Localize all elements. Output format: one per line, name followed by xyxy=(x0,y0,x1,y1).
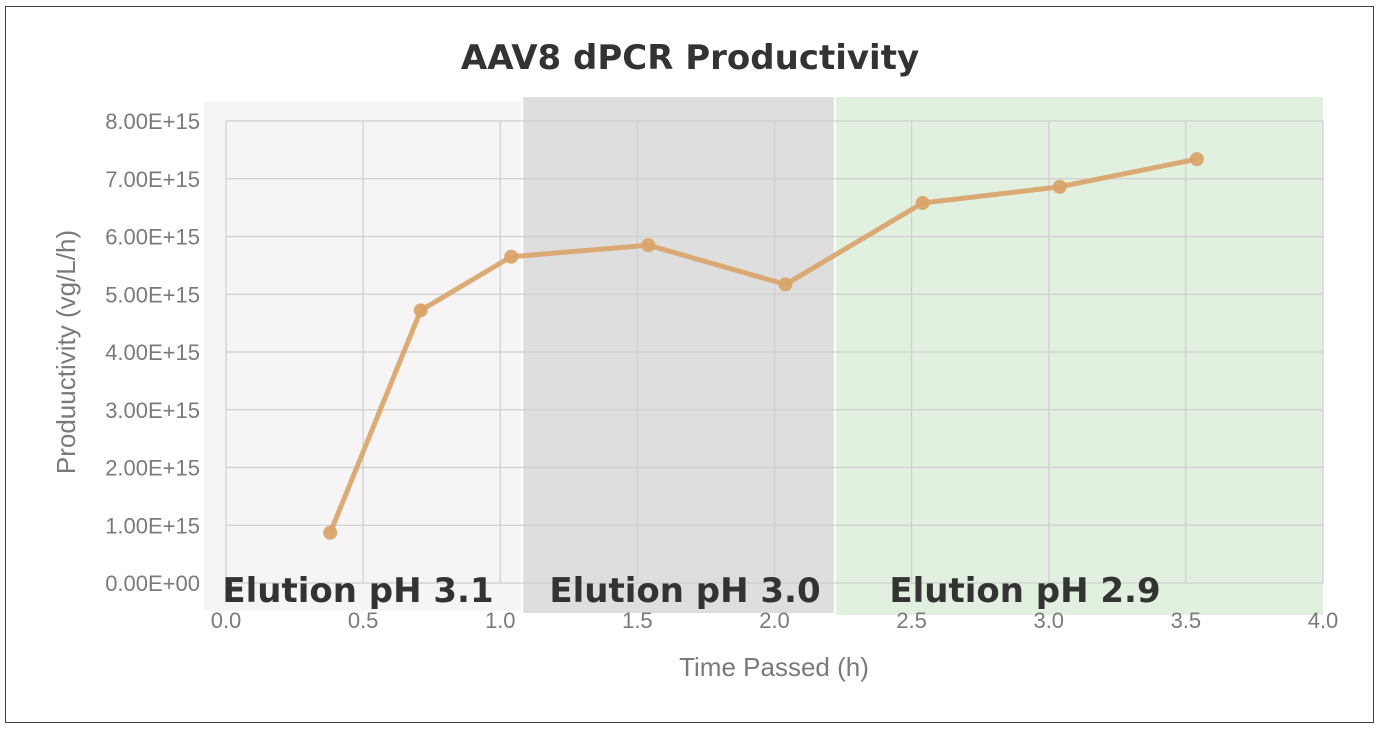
y-tick-label: 4.00E+15 xyxy=(105,340,200,365)
region-label-3: Elution pH 2.9 xyxy=(889,571,1160,611)
ticks-layer: 0.00E+00 1.00E+15 2.00E+15 3.00E+15 4.00E+15… xyxy=(105,109,1338,633)
series-line xyxy=(327,156,1198,534)
y-tick-label: 0.00E+00 xyxy=(105,571,200,596)
region-labels-layer: Elution pH 3.1 Elution pH 3.0 Elution pH 2… xyxy=(222,571,1160,611)
x-tick-label: 2.0 xyxy=(759,608,790,633)
chart-title: AAV8 dPCR Productivity xyxy=(461,38,919,78)
x-tick-label: 2.5 xyxy=(896,608,927,633)
y-tick-label: 8.00E+15 xyxy=(105,109,200,134)
x-tick-label: 0.0 xyxy=(211,608,242,633)
y-tick-label: 2.00E+15 xyxy=(105,456,200,481)
data-point xyxy=(641,238,656,253)
x-tick-label: 1.5 xyxy=(622,608,653,633)
data-point xyxy=(323,525,338,540)
data-point xyxy=(413,303,428,318)
x-axis-title: Time Passed (h) xyxy=(679,652,869,682)
x-tick-label: 3.5 xyxy=(1171,608,1202,633)
region-band-3 xyxy=(834,97,1323,615)
x-tick-label: 0.5 xyxy=(348,608,379,633)
data-point xyxy=(1052,179,1067,194)
y-tick-label: 7.00E+15 xyxy=(105,167,200,192)
y-tick-label: 5.00E+15 xyxy=(105,282,200,307)
grid-layer xyxy=(225,120,1324,584)
y-tick-label: 1.00E+15 xyxy=(105,513,200,538)
x-tick-label: 1.0 xyxy=(485,608,516,633)
y-axis-title: Produuctivity (vg/L/h) xyxy=(51,230,81,474)
data-point xyxy=(778,277,793,292)
y-tick-label: 3.00E+15 xyxy=(105,398,200,423)
y-tick-label: 6.00E+15 xyxy=(105,225,200,250)
x-tick-label: 3.0 xyxy=(1033,608,1064,633)
regions-layer xyxy=(204,97,1323,615)
x-tick-label: 4.0 xyxy=(1308,608,1339,633)
series-layer xyxy=(323,152,1204,540)
data-point xyxy=(1189,152,1204,167)
region-label-2: Elution pH 3.0 xyxy=(549,571,820,611)
data-point xyxy=(915,196,930,211)
data-point xyxy=(504,249,519,264)
region-label-1: Elution pH 3.1 xyxy=(222,571,493,611)
region-band-2 xyxy=(522,97,835,613)
